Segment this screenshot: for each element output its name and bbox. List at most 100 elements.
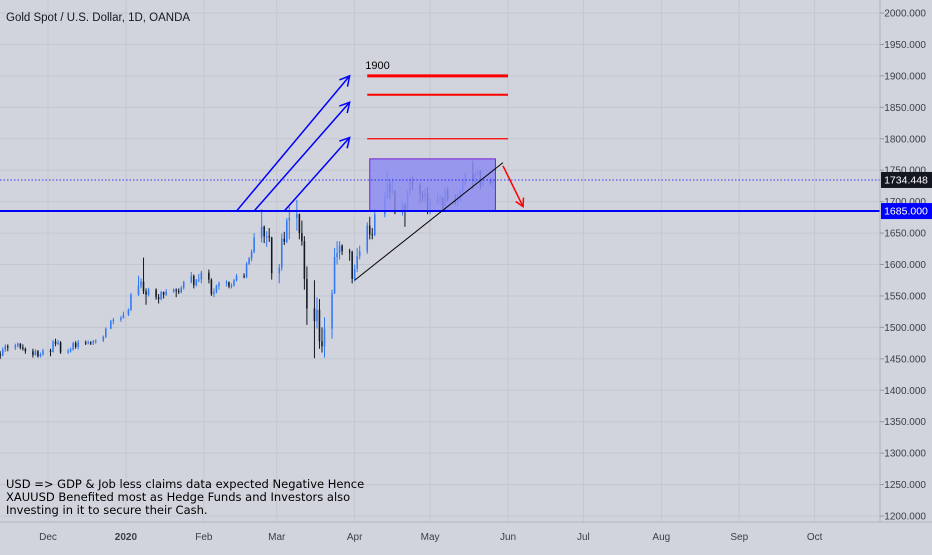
price-tick-label: 1450.000 xyxy=(884,354,926,365)
candle-body xyxy=(54,341,57,344)
candle xyxy=(87,340,89,345)
candles xyxy=(0,160,494,359)
candle-body xyxy=(213,292,215,295)
candle-body xyxy=(235,275,238,281)
candle xyxy=(280,233,283,271)
candle xyxy=(288,206,291,240)
candle xyxy=(127,308,130,317)
candle-body xyxy=(17,343,19,346)
candle-body xyxy=(57,342,59,344)
price-tick-label: 1900.000 xyxy=(884,71,926,82)
candle-body xyxy=(137,285,140,295)
candle xyxy=(348,248,351,261)
candle-body xyxy=(49,350,52,352)
time-tick-label: Oct xyxy=(807,532,823,543)
candle-body xyxy=(182,282,185,288)
candle xyxy=(341,244,343,256)
down-arrow xyxy=(502,165,525,209)
price-badge-text: 1685.000 xyxy=(884,206,928,218)
candle-body xyxy=(59,342,62,353)
candle-body xyxy=(316,309,318,322)
projection-arrow-shaft xyxy=(253,101,351,212)
candle xyxy=(265,231,268,247)
candle xyxy=(147,287,150,297)
candle xyxy=(296,199,298,231)
candle-body xyxy=(92,341,95,344)
price-badges: 1734.448 1685.000 xyxy=(881,171,932,220)
candle-body xyxy=(323,328,326,347)
candle-body xyxy=(278,267,281,274)
time-axis[interactable]: Dec 2020 Feb Mar Apr May Jun Jul Aug Sep Oct xyxy=(39,532,823,543)
candle-body xyxy=(165,291,167,295)
candle-body xyxy=(112,319,115,322)
candle xyxy=(336,241,338,265)
candle-body xyxy=(160,292,162,300)
candle xyxy=(52,339,54,353)
price-axis[interactable]: 1200.000 1250.000 1300.000 1350.000 1400.000… xyxy=(880,9,926,523)
projection-arrow-head xyxy=(339,74,351,87)
candle-body xyxy=(1,349,4,356)
candle xyxy=(200,270,203,284)
candle-body xyxy=(313,308,316,322)
candle xyxy=(213,288,215,298)
candle xyxy=(77,339,79,350)
candle xyxy=(250,249,253,262)
candle xyxy=(248,256,250,266)
candle-body xyxy=(39,354,42,357)
price-badge: 1734.448 xyxy=(881,171,932,188)
candle-body xyxy=(34,351,37,356)
candle xyxy=(316,297,318,329)
candle-body xyxy=(72,343,74,350)
projection-arrow xyxy=(253,101,351,212)
candle xyxy=(318,299,321,349)
candle-body xyxy=(250,251,253,259)
candle xyxy=(162,291,165,299)
price-tick-label: 1500.000 xyxy=(884,323,926,334)
candle-body xyxy=(333,256,336,294)
candle-body xyxy=(341,245,343,252)
candle xyxy=(57,339,59,345)
drawings xyxy=(0,74,880,281)
candle xyxy=(268,228,270,242)
candle xyxy=(368,216,371,240)
candle xyxy=(230,283,233,289)
candle xyxy=(94,339,97,344)
candle xyxy=(102,335,105,342)
price-tick-label: 1700.000 xyxy=(884,197,926,208)
candle-body xyxy=(263,226,265,237)
candle xyxy=(0,351,2,359)
candle-body xyxy=(193,275,195,286)
candle-body xyxy=(120,317,122,320)
candle-body xyxy=(157,297,160,300)
candle-body xyxy=(358,251,361,257)
candle-body xyxy=(353,268,356,279)
candle-body xyxy=(147,289,150,295)
candle xyxy=(112,317,115,325)
projection-arrow xyxy=(283,136,351,212)
candle-body xyxy=(190,275,193,283)
candle-body xyxy=(296,214,298,218)
candle xyxy=(32,348,34,358)
candle xyxy=(210,278,213,296)
candle-body xyxy=(177,290,180,293)
candle-body xyxy=(198,279,200,281)
candle xyxy=(14,343,17,351)
candle-body xyxy=(175,289,177,291)
candle xyxy=(218,281,220,290)
candle xyxy=(353,264,356,282)
candle xyxy=(39,352,42,358)
down-arrow-head xyxy=(515,197,525,209)
candle xyxy=(333,248,336,295)
time-tick-label: Feb xyxy=(195,532,213,543)
candle xyxy=(358,245,361,260)
price-tick-label: 1650.000 xyxy=(884,229,926,240)
candle-body xyxy=(42,350,44,355)
candle xyxy=(356,248,358,273)
candle xyxy=(177,288,180,295)
candle xyxy=(67,348,69,354)
candle-body xyxy=(331,293,333,329)
candle xyxy=(105,327,107,339)
candle xyxy=(286,217,288,244)
